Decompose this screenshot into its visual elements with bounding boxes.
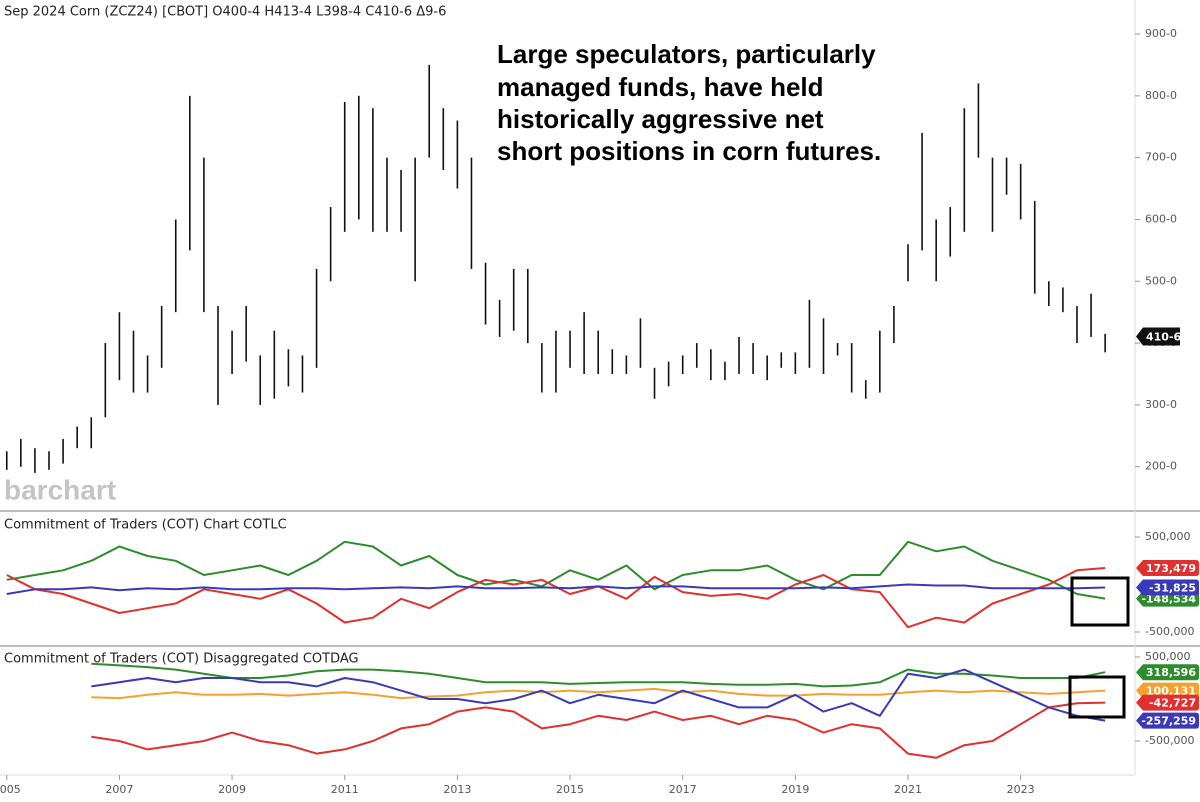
annotation: Large speculators, particularly (497, 39, 876, 69)
series-line (91, 687, 1106, 700)
value-tag-label: -42,727 (1149, 697, 1196, 710)
y-tick-label: -500,000 (1145, 625, 1194, 638)
value-tag-label: 173,479 (1146, 562, 1196, 575)
x-tick-label: 2017 (669, 783, 697, 796)
highlight-box (1070, 576, 1130, 627)
value-tag-label: 318,596 (1146, 666, 1196, 679)
x-tick-label: 2013 (443, 783, 471, 796)
value-tag (1136, 579, 1199, 596)
x-tick-label: 2009 (218, 783, 246, 796)
value-tag (1136, 560, 1199, 577)
chart-title: Sep 2024 Corn (ZCZ24) [CBOT] O400-4 H413… (4, 5, 446, 20)
annotation: managed funds, have held (497, 72, 824, 102)
x-tick-label: 2007 (105, 783, 133, 796)
series-line (91, 668, 1106, 722)
value-tag-label: 100,131 (1146, 685, 1196, 698)
y-tick-label: -500,000 (1145, 734, 1194, 747)
y-tick-label: 300-0 (1145, 398, 1177, 411)
y-tick-label: 500,000 (1145, 530, 1191, 543)
value-tag-label: -257,259 (1141, 715, 1196, 728)
y-tick-label: 900-0 (1145, 27, 1177, 40)
x-tick-label: 2021 (894, 783, 922, 796)
y-tick-label: 600-0 (1145, 212, 1177, 225)
last-price-tag (1136, 327, 1180, 346)
y-tick-label: 200-0 (1145, 460, 1177, 473)
highlight-box (1068, 675, 1126, 719)
x-tick-label: 2011 (331, 783, 359, 796)
last-price-label: 410-6 (1146, 330, 1182, 343)
value-tag-label: -148,534 (1141, 593, 1196, 606)
series-line (6, 540, 1106, 600)
x-tick-label: 2015 (556, 783, 584, 796)
value-tag (1136, 694, 1199, 711)
x-tick-label: 2019 (781, 783, 809, 796)
value-tag (1136, 712, 1199, 729)
series-line (6, 583, 1106, 595)
series-line (91, 662, 1106, 688)
annotation: historically aggressive net (497, 104, 824, 134)
watermark: barchart (4, 474, 116, 505)
x-tick-label: 2023 (1007, 783, 1035, 796)
y-tick-label: 500-0 (1145, 274, 1177, 287)
value-tag (1136, 664, 1199, 681)
y-tick-label: 800-0 (1145, 89, 1177, 102)
panel-title: Commitment of Traders (COT) Chart COTLC (4, 518, 287, 533)
series-line (91, 701, 1106, 759)
x-tick-label: 2005 (0, 783, 21, 796)
y-tick-label: 700-0 (1145, 151, 1177, 164)
panel-title: Commitment of Traders (COT) Disaggregate… (4, 652, 359, 667)
value-tag-label: -31,825 (1149, 582, 1196, 595)
y-tick-label: 500,000 (1145, 650, 1191, 663)
annotation: short positions in corn futures. (497, 136, 881, 166)
